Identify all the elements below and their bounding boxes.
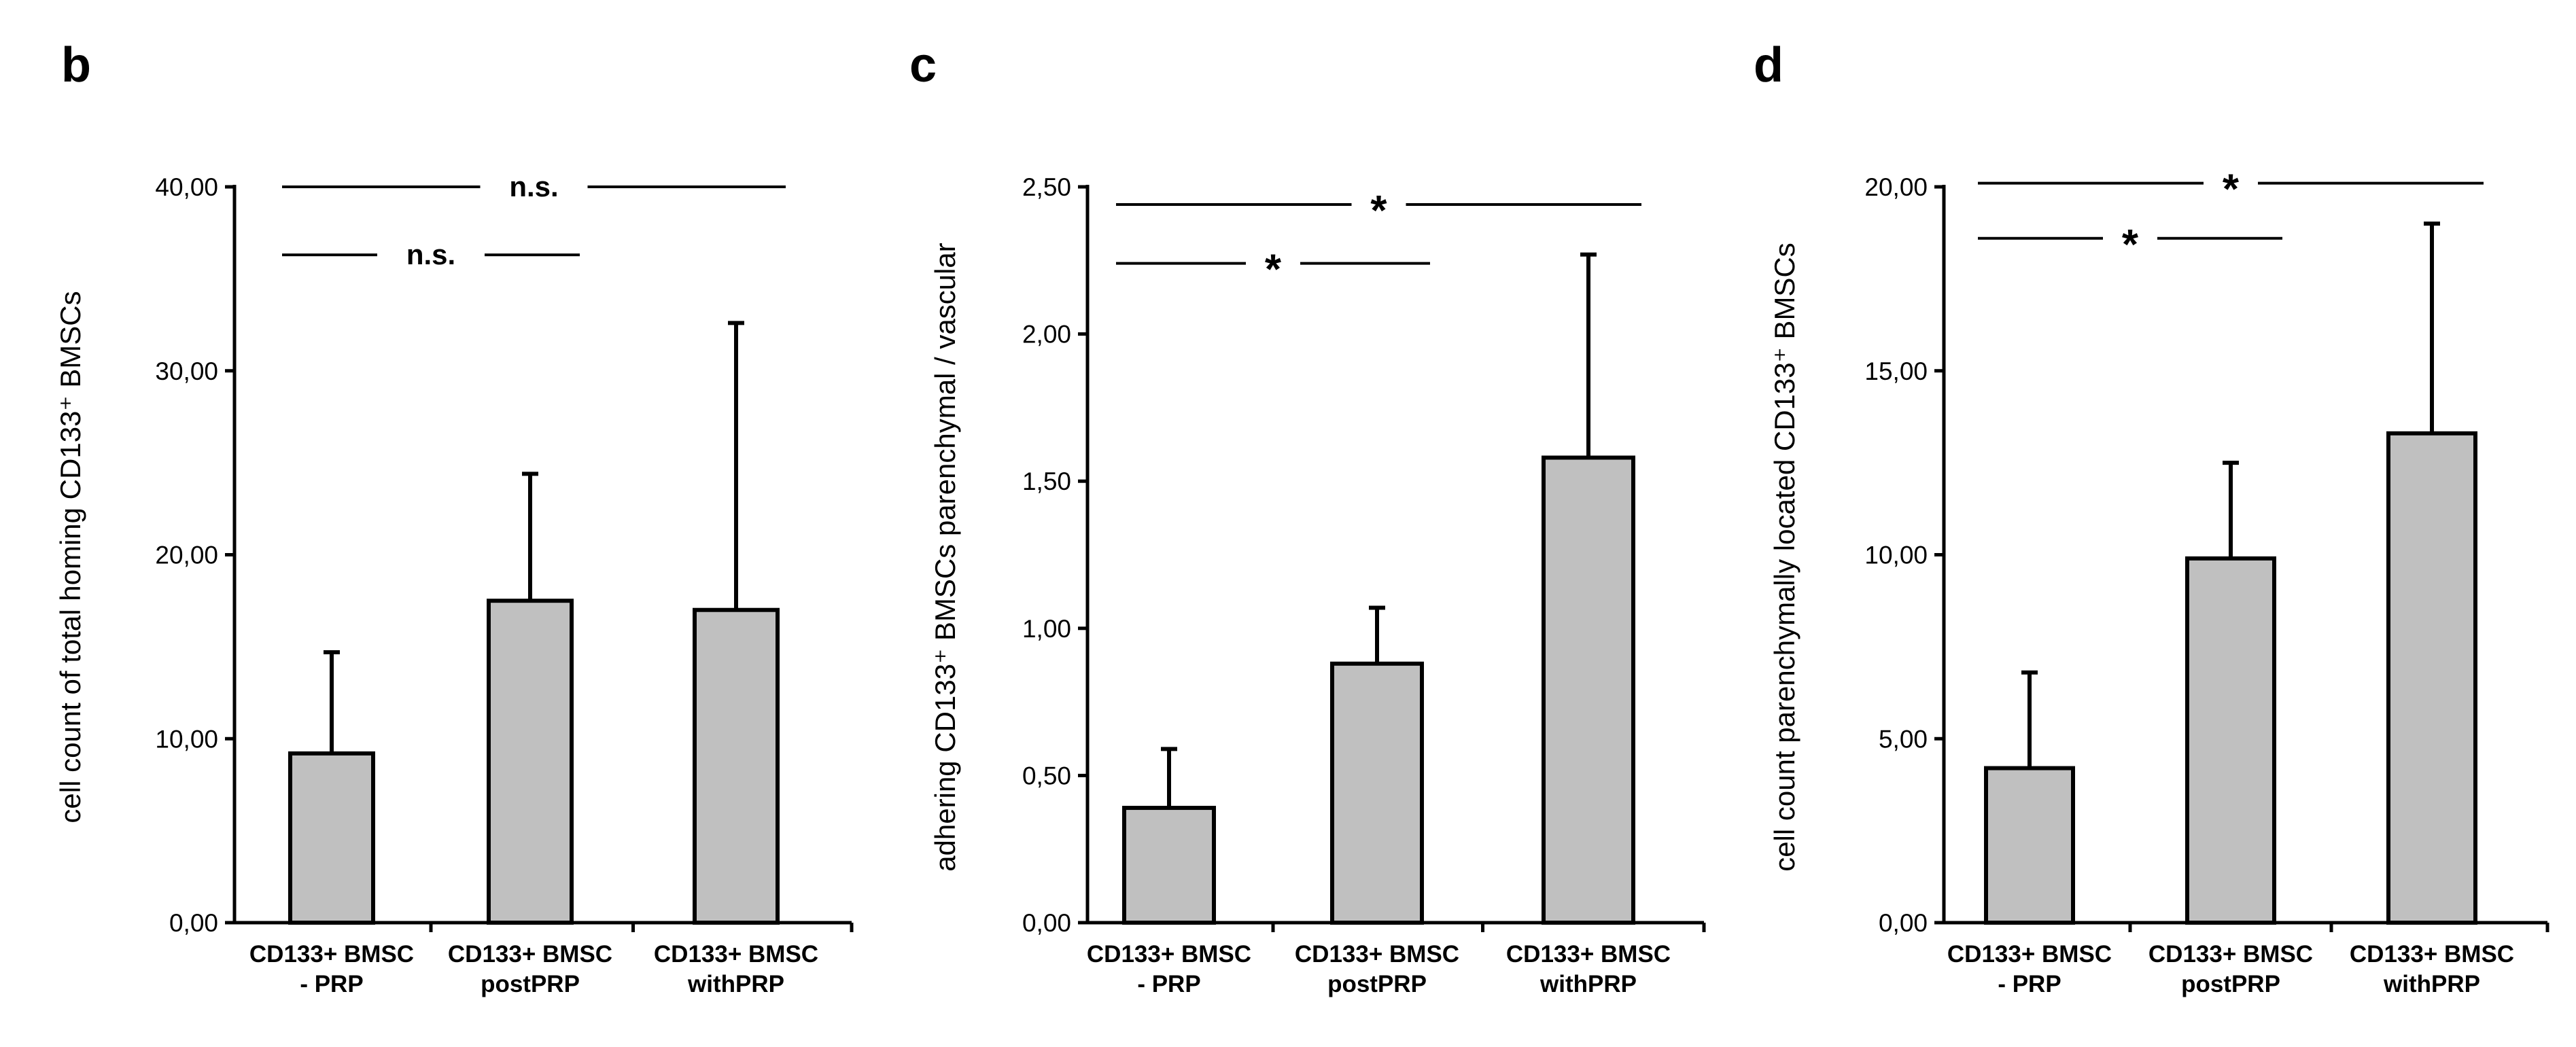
y-tick-label: 20,00 — [155, 542, 218, 569]
bar-2 — [2185, 556, 2276, 925]
y-tick-label: 5,00 — [1879, 725, 1928, 753]
significance-label: * — [2122, 221, 2139, 268]
x-category-label: CD133+ BMSC — [249, 941, 414, 968]
x-category-label: CD133+ BMSC — [1295, 941, 1459, 968]
y-tick-label: 10,00 — [155, 725, 218, 753]
y-tick-label: 2,00 — [1022, 321, 1071, 349]
x-category-sublabel: withPRP — [687, 971, 784, 997]
x-category-label: CD133+ BMSC — [448, 941, 612, 968]
bar-1 — [1984, 766, 2075, 925]
x-category-sublabel: postPRP — [1327, 971, 1427, 997]
panel-c: c adhering CD133⁺ BMSCs parenchymal / vas… — [909, 38, 1706, 997]
panel-letter: d — [1754, 38, 1783, 92]
y-tick-label: 30,00 — [155, 357, 218, 385]
x-category-label: CD133+ BMSC — [1087, 941, 1251, 968]
x-category-sublabel: - PRP — [1137, 971, 1200, 997]
significance-label: n.s. — [509, 171, 558, 202]
y-tick-label: 0,00 — [1022, 909, 1071, 937]
x-category-label: CD133+ BMSC — [1947, 941, 2112, 968]
bar-1 — [288, 751, 375, 925]
y-tick-label: 10,00 — [1864, 542, 1928, 569]
y-axis-label: cell count parenchymally located CD133⁺ … — [1769, 243, 1800, 872]
x-category-sublabel: postPRP — [481, 971, 580, 997]
y-axis-label: adhering CD133⁺ BMSCs parenchymal / vasc… — [929, 243, 961, 872]
bar-3 — [1542, 455, 1635, 925]
x-category-label: CD133+ BMSC — [2350, 941, 2514, 968]
x-category-sublabel: withPRP — [2383, 971, 2480, 997]
x-category-label: CD133+ BMSC — [654, 941, 818, 968]
x-category-label: CD133+ BMSC — [2148, 941, 2313, 968]
y-tick-label: 0,00 — [169, 909, 218, 937]
panel-d: d cell count parenchymally located CD133⁺… — [1754, 38, 2549, 997]
bar-3 — [2386, 431, 2477, 925]
significance-label: n.s. — [406, 238, 455, 270]
y-tick-label: 15,00 — [1864, 357, 1928, 385]
panel-b: b cell count of total homing CD133⁺ BMSCs… — [54, 38, 854, 997]
x-category-sublabel: - PRP — [300, 971, 363, 997]
y-tick-label: 1,50 — [1022, 467, 1071, 495]
x-category-sublabel: - PRP — [1998, 971, 2061, 997]
panel-letter: b — [61, 38, 91, 92]
y-tick-label: 1,00 — [1022, 615, 1071, 643]
bar-3 — [693, 607, 780, 925]
y-tick-label: 20,00 — [1864, 173, 1928, 201]
bar-1 — [1122, 806, 1216, 925]
bar-2 — [1330, 661, 1424, 925]
bar-2 — [487, 599, 574, 925]
y-axis-label: cell count of total homing CD133⁺ BMSCs — [54, 291, 86, 823]
significance-label: * — [1370, 188, 1387, 234]
y-tick-label: 0,50 — [1022, 762, 1071, 789]
panel-letter: c — [909, 38, 937, 92]
y-tick-label: 2,50 — [1022, 173, 1071, 201]
significance-label: * — [2223, 166, 2240, 213]
y-tick-label: 0,00 — [1879, 909, 1928, 937]
y-tick-label: 40,00 — [155, 173, 218, 201]
x-category-sublabel: withPRP — [1539, 971, 1637, 997]
significance-label: * — [1265, 247, 1282, 294]
x-category-sublabel: postPRP — [2181, 971, 2280, 997]
x-category-label: CD133+ BMSC — [1506, 941, 1671, 968]
